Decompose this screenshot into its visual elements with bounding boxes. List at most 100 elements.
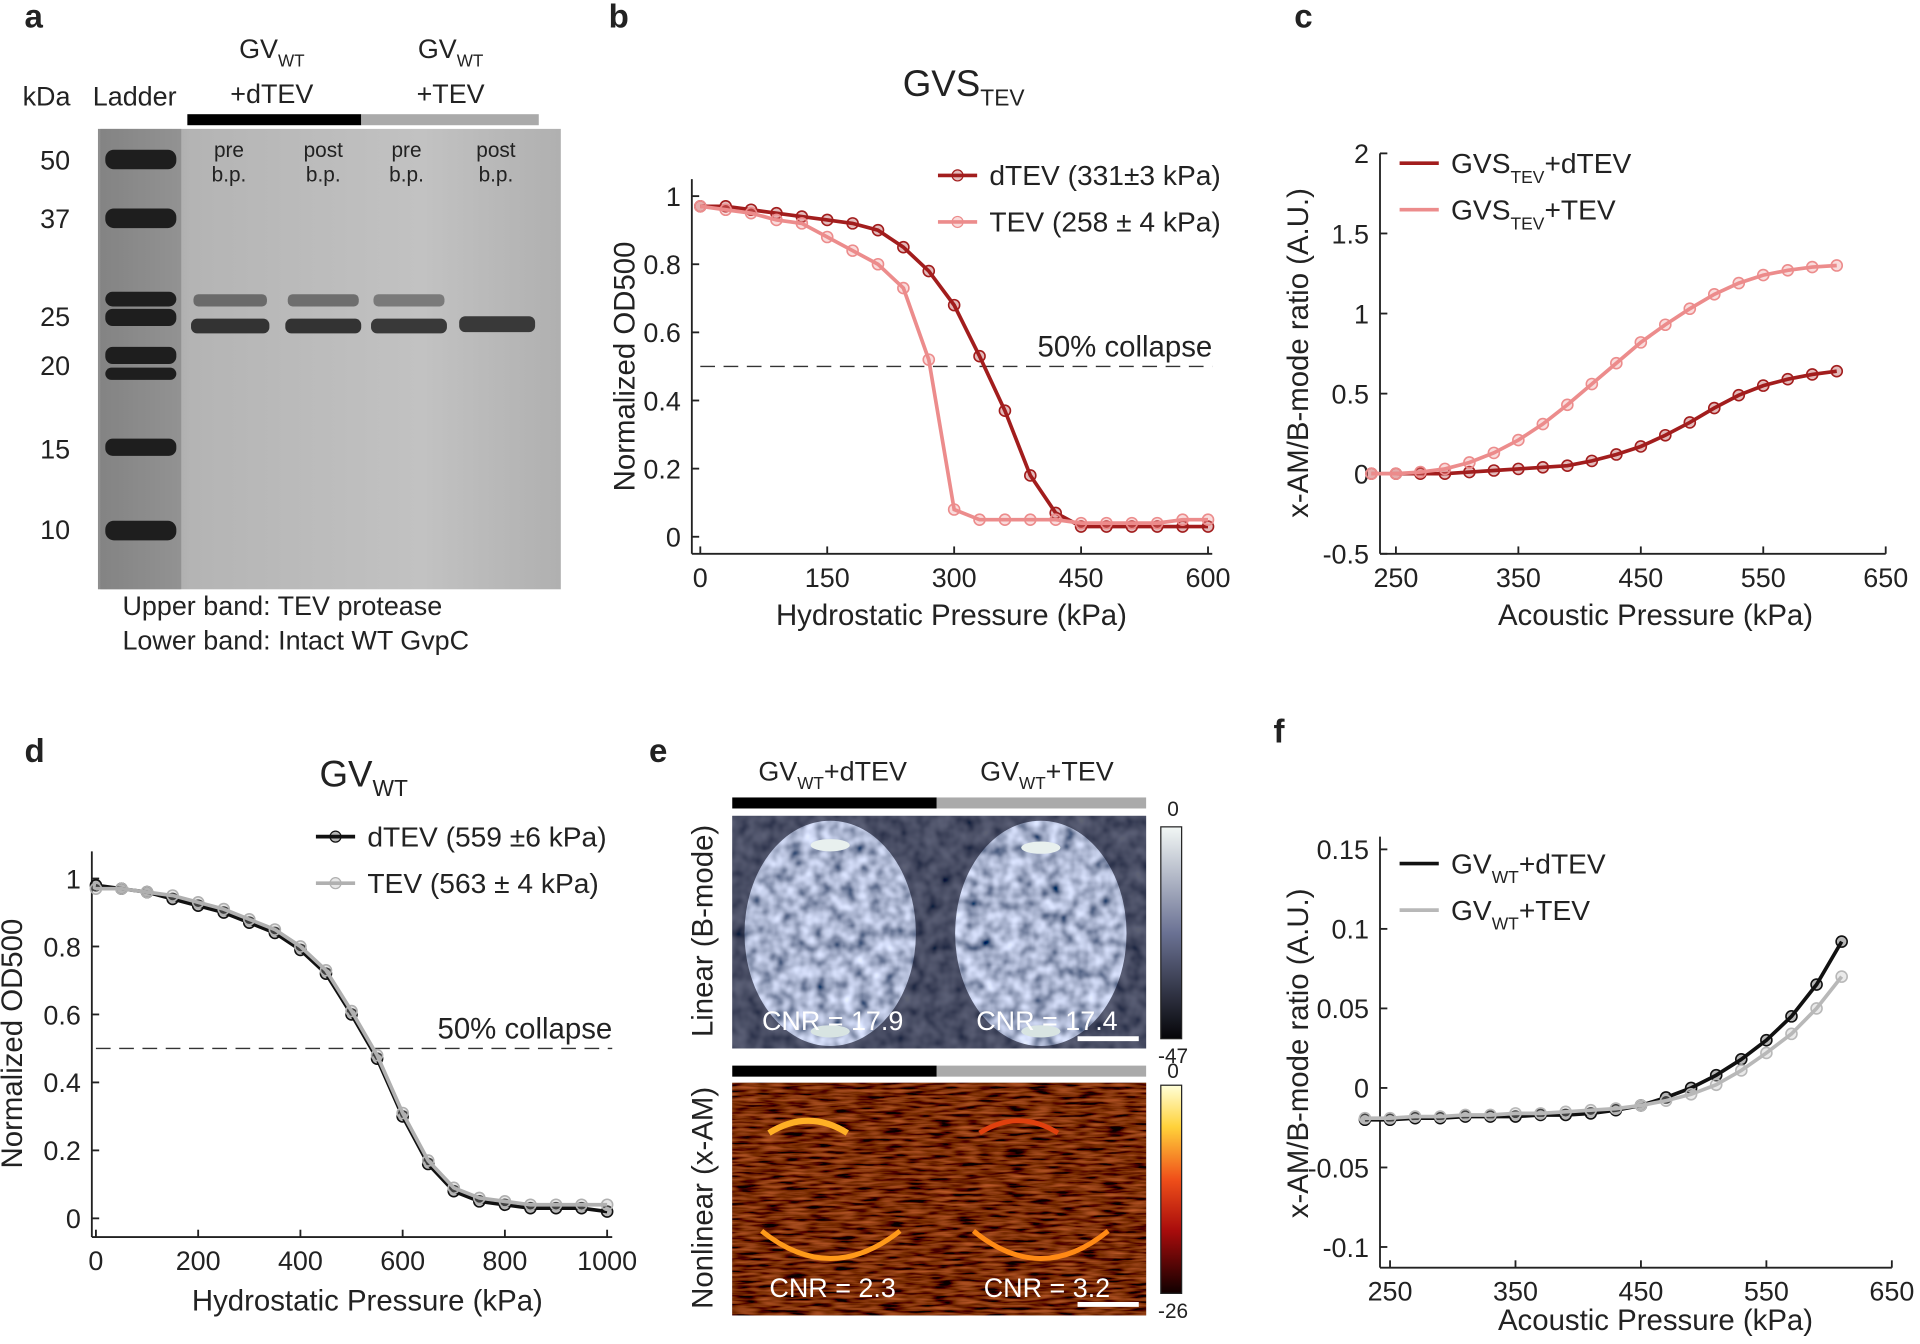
group-name: GV [239, 34, 278, 64]
y-tick-label: 0 [1354, 1074, 1369, 1104]
data-point [1835, 970, 1848, 983]
y-tick-label: 0 [666, 523, 681, 553]
data-point [1414, 465, 1427, 479]
data-point [1781, 263, 1795, 277]
data-point [1433, 1110, 1447, 1123]
column-subscript: WT [797, 773, 824, 793]
marker-size: 25 [40, 302, 70, 332]
column-name: GV [758, 756, 797, 786]
data-point [1805, 260, 1819, 274]
marker-size: 50 [40, 145, 70, 175]
column-label: GVWT+TEV [980, 756, 1114, 793]
y-tick-label: 1.5 [1332, 219, 1369, 249]
group-treatment: +TEV [417, 79, 485, 109]
legend-marker [951, 215, 964, 229]
series-line [1371, 263, 1837, 476]
data-point [1659, 1094, 1673, 1107]
data-point [1365, 467, 1378, 481]
group-subscript: WT [457, 50, 484, 70]
data-point [1683, 302, 1697, 316]
data-point [1125, 516, 1139, 530]
hotspot [810, 839, 850, 852]
phantom-well [744, 820, 916, 1047]
data-point [1561, 398, 1574, 412]
data-point [1835, 935, 1848, 948]
data-point [1683, 416, 1697, 429]
data-point [1383, 1111, 1397, 1125]
colorbar [1160, 826, 1183, 1040]
data-point [820, 213, 834, 227]
data-point [947, 503, 961, 516]
hotspot [1021, 841, 1061, 854]
data-point [1756, 268, 1770, 282]
group-bar [361, 114, 539, 126]
caption: Lower band: Intact WT GvpC [122, 625, 469, 655]
series-line [1364, 940, 1844, 1122]
kda-label: kDa [23, 82, 71, 112]
signal-arc [971, 1229, 1110, 1261]
colorbar [1160, 1084, 1183, 1294]
data-point [1709, 1078, 1723, 1092]
data-point [1707, 288, 1721, 301]
x-tick-label: 350 [1496, 563, 1541, 593]
marker-size: 20 [40, 351, 70, 381]
data-point [1458, 1108, 1472, 1122]
data-point [242, 912, 256, 926]
y-tick-label: 1 [66, 864, 81, 894]
data-point [1634, 336, 1648, 349]
data-point [1512, 462, 1525, 476]
data-point [140, 885, 154, 899]
data-point [294, 940, 307, 953]
data-point [871, 257, 885, 271]
xam-image [732, 1082, 1147, 1316]
marker-size: 10 [40, 515, 70, 545]
data-point [1024, 469, 1037, 482]
series-line [700, 204, 1209, 529]
legend-label: GVSTEV+dTEV [1451, 148, 1632, 187]
chart-title: GVSTEV [903, 63, 1026, 111]
y-axis-label: x-AM/B-mode ratio (A.U.) [1282, 188, 1315, 518]
legend-label-subscript: WT [1492, 914, 1519, 934]
data-point [1830, 364, 1844, 378]
ladder-bands [105, 149, 177, 541]
data-point [1830, 259, 1844, 272]
data-point [1810, 1002, 1823, 1015]
y-tick-label: 0.4 [643, 386, 680, 416]
data-point [1509, 1107, 1522, 1120]
data-point [115, 882, 128, 896]
reference-label: 50% collapse [438, 1013, 613, 1046]
colorbar-label: -47 [1158, 1045, 1188, 1068]
data-point [719, 203, 732, 217]
lane-label: pre [391, 139, 421, 162]
data-point [1810, 978, 1823, 991]
x-tick-label: 550 [1741, 563, 1786, 593]
data-point [1358, 1111, 1372, 1125]
series-line [95, 886, 608, 1207]
data-point [1463, 456, 1476, 469]
panel-letter: d [24, 733, 44, 770]
group-name: GV [418, 34, 457, 64]
data-point [447, 1181, 461, 1195]
data-point [1610, 448, 1623, 461]
y-axis-label: Normalized OD500 [608, 242, 641, 492]
data-point [897, 240, 910, 254]
x-tick-label: 250 [1368, 1277, 1413, 1307]
data-point [1201, 513, 1215, 527]
x-tick-label: 450 [1059, 563, 1104, 593]
data-point [600, 1198, 614, 1212]
data-point [871, 223, 885, 237]
lane-label: b.p. [389, 164, 424, 187]
data-point [575, 1198, 588, 1212]
data-point [846, 244, 859, 257]
phantom-well [955, 820, 1127, 1047]
y-tick-label: 0.05 [1317, 994, 1369, 1024]
y-tick-label: 2 [1354, 139, 1369, 169]
x-tick-label: 150 [805, 563, 850, 593]
colorbar-label: -26 [1158, 1300, 1188, 1323]
bmode-image [732, 815, 1147, 1049]
data-point [1585, 454, 1599, 468]
data-point [998, 513, 1012, 527]
data-point [1536, 460, 1550, 474]
row-label: Nonlinear (x-AM) [687, 1087, 720, 1309]
cnr-label: CNR = 17.9 [762, 1006, 903, 1036]
